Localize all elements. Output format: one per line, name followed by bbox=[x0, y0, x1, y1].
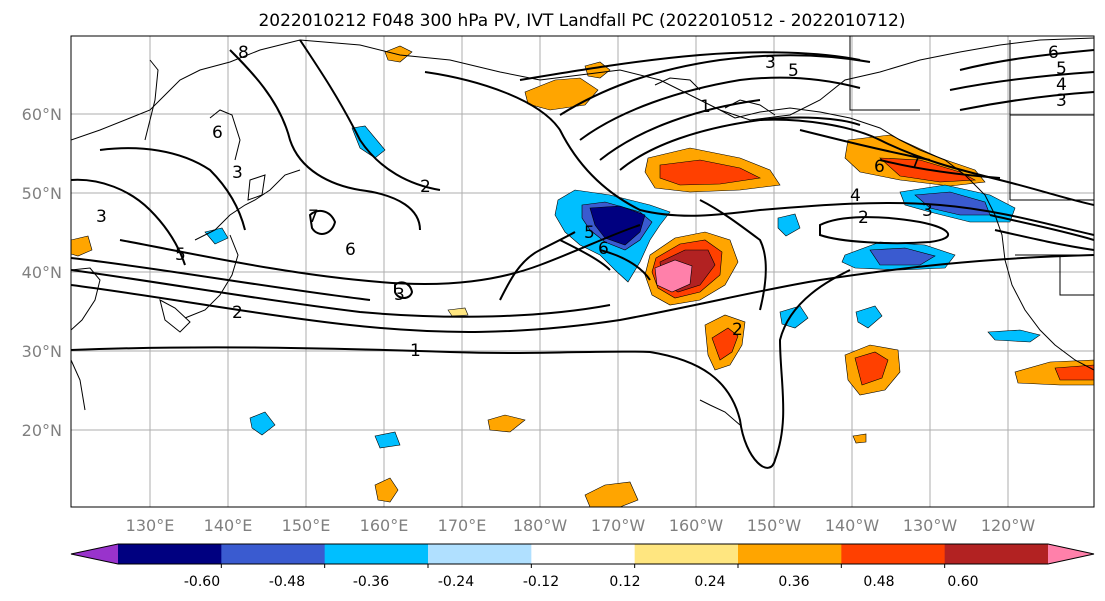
lon-tick-label: 140°E bbox=[204, 516, 253, 535]
lon-tick-label: 130°W bbox=[903, 516, 958, 535]
positive-anomaly-small-north bbox=[384, 45, 413, 63]
colorbar-tick-label: -0.24 bbox=[438, 574, 474, 590]
contour-label: 1 bbox=[410, 341, 421, 361]
colorbar-segment bbox=[944, 544, 1049, 564]
positive-anomaly-small-b bbox=[584, 481, 639, 507]
contour-label: 3 bbox=[922, 201, 933, 221]
positive-anomaly-small-a bbox=[487, 414, 526, 433]
lat-tick-label: 30°N bbox=[22, 342, 62, 361]
colorbar-extend-low bbox=[71, 544, 118, 564]
contour-label: 6 bbox=[345, 240, 356, 260]
positive-anomaly-hawaii-east-core bbox=[854, 351, 889, 386]
contour-label: 2 bbox=[232, 303, 243, 323]
lat-tick-label: 60°N bbox=[22, 105, 62, 124]
lon-tick-label: 130°E bbox=[126, 516, 175, 535]
contour-label: 5 bbox=[1056, 59, 1067, 79]
colorbar-extend-high bbox=[1048, 544, 1094, 564]
negative-anomaly-peak bbox=[589, 205, 646, 246]
contour-label: 1 bbox=[700, 97, 711, 117]
positive-anomaly-small-d bbox=[71, 235, 93, 257]
contour-label: 3 bbox=[232, 163, 243, 183]
lon-tick-label: 180°W bbox=[513, 516, 568, 535]
negative-anomaly-small-4 bbox=[987, 329, 1041, 343]
colorbar-segment bbox=[531, 544, 636, 564]
colorbar-tick-label: 0.60 bbox=[947, 574, 978, 590]
negative-anomaly-northeast-pacific-core bbox=[869, 247, 936, 266]
colorbar-tick-label: -0.36 bbox=[353, 574, 389, 590]
lon-tick-label: 170°W bbox=[591, 516, 646, 535]
lat-tick-label: 20°N bbox=[22, 421, 62, 440]
contour-label: 2 bbox=[732, 320, 743, 340]
contour-label: 4 bbox=[1056, 75, 1067, 95]
colorbar-outline bbox=[70, 543, 1095, 565]
colorbar-tick-label: 0.12 bbox=[609, 574, 640, 590]
latitude-axis: 20°N 30°N 40°N 50°N 60°N bbox=[22, 105, 62, 440]
map-frame bbox=[70, 35, 1095, 508]
contour-labels: 8 6 7 3 3 5 2 6 3 2 1 5 6 2 1 3 5 7 6 4 … bbox=[96, 43, 1067, 361]
contour-label: 6 bbox=[874, 157, 885, 177]
contour-label: 4 bbox=[850, 186, 861, 206]
lon-tick-label: 120°W bbox=[981, 516, 1036, 535]
contour-label: 5 bbox=[788, 61, 799, 81]
gridlines bbox=[71, 36, 1094, 507]
contour-label: 3 bbox=[1056, 91, 1067, 111]
colorbar bbox=[70, 543, 1095, 568]
positive-anomaly-small-c bbox=[374, 477, 399, 503]
colorbar-segment bbox=[738, 544, 842, 564]
positive-anomaly-baja-core bbox=[1054, 364, 1094, 381]
colorbar-tick-label: -0.12 bbox=[523, 574, 559, 590]
colorbar-segment bbox=[221, 544, 326, 564]
contour-label: 6 bbox=[1048, 43, 1059, 63]
lon-tick-label: 150°E bbox=[282, 516, 331, 535]
contour-label: 5 bbox=[584, 223, 595, 243]
colorbar-segment bbox=[324, 544, 429, 564]
positive-anomaly-subtropical-peak bbox=[654, 259, 693, 293]
pv-contours bbox=[71, 39, 1094, 469]
colorbar-segment bbox=[841, 544, 946, 564]
colorbar-tick-label: -0.60 bbox=[184, 574, 220, 590]
colorbar-segment bbox=[634, 544, 739, 564]
colorbar-tick-label: 0.36 bbox=[778, 574, 809, 590]
negative-anomaly-small-7 bbox=[374, 431, 401, 449]
longitude-axis: 130°E 140°E 150°E 160°E 170°E 180°W 170°… bbox=[126, 516, 1036, 535]
lat-tick-label: 50°N bbox=[22, 184, 62, 203]
lon-tick-label: 140°W bbox=[825, 516, 880, 535]
contour-label: 3 bbox=[765, 53, 776, 73]
positive-anomaly-north-pacific-core bbox=[659, 159, 761, 186]
contour-label: 5 bbox=[175, 245, 186, 265]
contour-label: 7 bbox=[308, 207, 319, 227]
lat-tick-label: 40°N bbox=[22, 263, 62, 282]
positive-anomaly-small-e bbox=[447, 307, 469, 317]
contour-label: 6 bbox=[598, 239, 609, 259]
contour-label: 7 bbox=[910, 153, 921, 173]
negative-anomaly-small-3 bbox=[777, 213, 801, 237]
contour-label: 8 bbox=[238, 43, 249, 63]
lon-tick-label: 170°E bbox=[438, 516, 487, 535]
colorbar-segment bbox=[118, 544, 222, 564]
contour-label: 3 bbox=[394, 285, 405, 305]
positive-anomaly-small-f bbox=[852, 433, 867, 444]
colorbar-tick-label: -0.48 bbox=[269, 574, 305, 590]
colorbar-segment bbox=[428, 544, 532, 564]
lon-tick-label: 160°W bbox=[669, 516, 724, 535]
colorbar-tick-labels: -0.60 -0.48 -0.36 -0.24 -0.12 0.12 0.24 … bbox=[184, 574, 979, 590]
contour-label: 3 bbox=[96, 207, 107, 227]
contour-label: 2 bbox=[420, 177, 431, 197]
positive-anomaly-mid-pacific-south-core bbox=[711, 327, 739, 361]
contour-label: 2 bbox=[858, 208, 869, 228]
lon-tick-label: 160°E bbox=[360, 516, 409, 535]
negative-anomaly-small-8 bbox=[351, 125, 386, 159]
negative-anomaly-small-2 bbox=[855, 305, 883, 329]
colorbar-tick-label: 0.24 bbox=[694, 574, 725, 590]
contour-label: 6 bbox=[212, 123, 223, 143]
colorbar-tick-label: 0.48 bbox=[863, 574, 894, 590]
figure-title: 2022010212 F048 300 hPa PV, IVT Landfall… bbox=[258, 11, 905, 31]
lon-tick-label: 150°W bbox=[747, 516, 802, 535]
negative-anomaly-small-6 bbox=[249, 411, 276, 436]
